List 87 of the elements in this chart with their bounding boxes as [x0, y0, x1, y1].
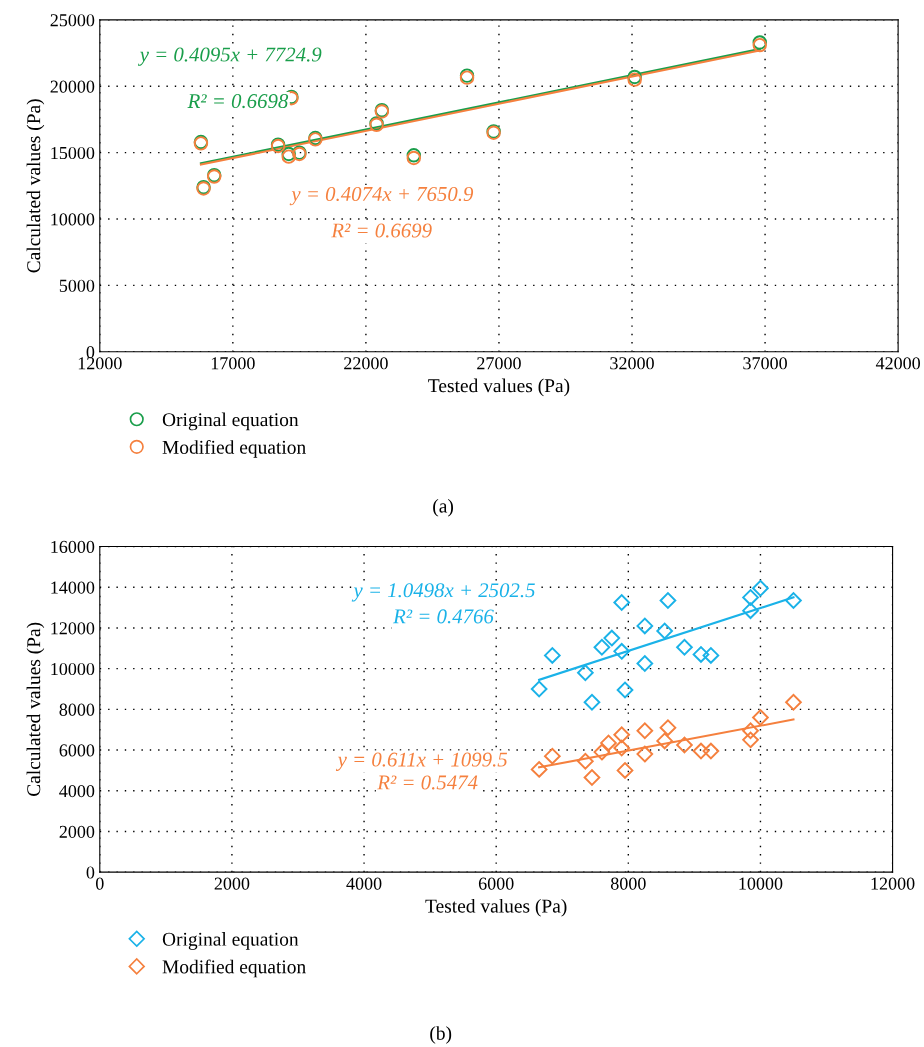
point [676, 638, 693, 656]
x-tick-label: 22000 [344, 357, 388, 370]
point [583, 769, 601, 786]
y-axis-title: Calculated values (Pa) [26, 99, 45, 273]
point [752, 709, 769, 726]
x-tick-label: 32000 [610, 357, 654, 370]
point [577, 752, 594, 770]
legend-label: Modified equation [162, 959, 306, 978]
point [636, 617, 654, 635]
y-tick-label: 4000 [59, 785, 95, 798]
y-tick-label: 8000 [59, 703, 95, 716]
point [636, 655, 654, 672]
y-tick-label: 25000 [50, 14, 95, 27]
y-tick-label: 6000 [59, 744, 95, 757]
point [613, 594, 631, 611]
x-tick-label: 2000 [214, 877, 250, 890]
point [702, 742, 720, 760]
annotation: y = 0.4074x + 7650.9 [289, 186, 474, 206]
annotation: R² = 0.4766 [393, 609, 494, 624]
point [636, 722, 654, 740]
point [656, 732, 673, 750]
point [593, 743, 611, 761]
point [616, 681, 634, 699]
point [702, 647, 720, 664]
point [742, 722, 759, 740]
point [659, 592, 677, 609]
point [656, 622, 673, 640]
text: (b) [430, 1026, 452, 1044]
legend-label: Modified equation [162, 439, 306, 458]
y-tick-label: 12000 [51, 622, 95, 635]
point [613, 726, 631, 744]
y-tick-label: 2000 [59, 825, 95, 838]
x-tick-label: 42000 [875, 357, 921, 370]
legend-label: Original equation [162, 412, 299, 431]
point [616, 762, 634, 779]
annotation: y = 0.611x + 1099.5 [335, 752, 508, 771]
point [692, 742, 710, 760]
legend-label: Original equation [162, 932, 299, 950]
point [636, 745, 654, 763]
y-tick-label: 14000 [51, 581, 95, 594]
annotation: R² = 0.6699 [331, 223, 432, 238]
annotation: y = 0.4095x + 7724.9 [137, 47, 322, 66]
x-tick-label: 17000 [211, 357, 255, 370]
point [600, 734, 617, 752]
point [530, 680, 548, 698]
x-tick-label: 4000 [346, 877, 382, 890]
y-axis-title: Calculated values (Pa) [26, 622, 45, 797]
point [593, 638, 611, 656]
y-tick-label: 20000 [50, 80, 95, 93]
point [659, 719, 677, 736]
point [692, 646, 710, 663]
point [603, 629, 621, 647]
point [742, 589, 759, 606]
x-tick-label: 12000 [871, 877, 915, 890]
point [676, 736, 693, 754]
point [742, 602, 759, 619]
y-tick-label: 15000 [51, 146, 95, 160]
y-tick-label: 16000 [51, 540, 95, 553]
y-tick-label: 10000 [51, 213, 95, 226]
annotation: R² = 0.5474 [377, 775, 478, 790]
y-tick-label: 0 [86, 866, 95, 879]
y-tick-label: 5000 [59, 279, 95, 292]
y-tick-label: 10000 [51, 662, 95, 676]
x-tick-label: 10000 [739, 877, 783, 890]
x-tick-label: 12000 [78, 357, 122, 370]
point [583, 693, 601, 711]
x-tick-label: 6000 [478, 877, 514, 890]
point [577, 664, 594, 682]
point [613, 739, 631, 757]
point [752, 579, 769, 597]
x-axis-title: Tested values (Pa) [428, 378, 570, 397]
x-tick-label: 27000 [477, 357, 521, 370]
point [530, 761, 548, 778]
point [613, 643, 631, 660]
annotation: y = 1.0498x + 2502.5 [351, 583, 535, 602]
point [785, 693, 802, 711]
point [544, 747, 561, 765]
x-tick-label: 37000 [743, 357, 787, 370]
point [785, 592, 802, 609]
y-tick-label: 0 [86, 346, 95, 359]
point [544, 647, 561, 664]
annotation: R² = 0.6698 [187, 94, 289, 109]
text: (a) [433, 498, 454, 517]
x-tick-label: 8000 [610, 877, 646, 890]
x-tick-label: 0 [95, 877, 104, 890]
point [742, 731, 759, 749]
x-axis-title: Tested values (Pa) [425, 898, 567, 917]
